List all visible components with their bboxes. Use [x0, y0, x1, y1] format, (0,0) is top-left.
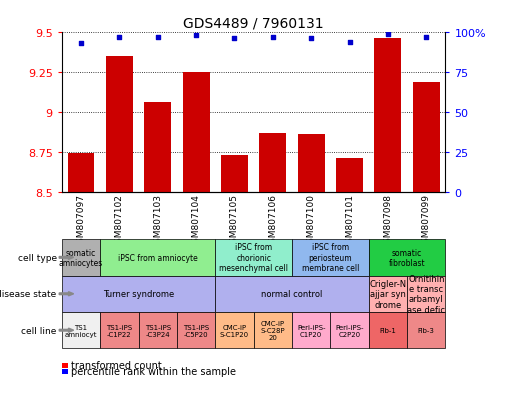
Bar — [144, 103, 171, 192]
Point — [307, 36, 315, 43]
Text: percentile rank within the sample: percentile rank within the sample — [71, 366, 235, 376]
Bar — [413, 82, 440, 192]
Text: cell line: cell line — [21, 326, 57, 335]
Text: Peri-iPS-
C2P20: Peri-iPS- C2P20 — [335, 324, 364, 337]
Point — [153, 35, 162, 41]
Point — [115, 35, 124, 41]
Text: Peri-iPS-
C1P20: Peri-iPS- C1P20 — [297, 324, 325, 337]
Bar — [67, 154, 94, 192]
Text: Crigler-N
ajjar syn
drome: Crigler-N ajjar syn drome — [369, 279, 406, 309]
Point — [346, 39, 354, 46]
Point — [422, 35, 431, 41]
Text: normal control: normal control — [261, 290, 323, 299]
Point — [77, 41, 85, 47]
Text: Fib-3: Fib-3 — [418, 328, 435, 333]
Bar — [221, 155, 248, 192]
Point — [192, 33, 200, 40]
Text: Turner syndrome: Turner syndrome — [103, 290, 174, 299]
Title: GDS4489 / 7960131: GDS4489 / 7960131 — [183, 17, 324, 31]
Text: CMC-iP
S-C1P20: CMC-iP S-C1P20 — [220, 324, 249, 337]
Text: cell type: cell type — [18, 253, 57, 262]
Text: TS1
amniocyt: TS1 amniocyt — [65, 324, 97, 337]
Text: TS1-iPS
-C3P24: TS1-iPS -C3P24 — [145, 324, 171, 337]
Point — [384, 31, 392, 38]
Text: iPSC from amniocyte: iPSC from amniocyte — [118, 253, 198, 262]
Bar — [298, 135, 324, 192]
Bar — [183, 73, 210, 192]
Text: Fib-1: Fib-1 — [380, 328, 397, 333]
Text: iPSC from
periosteum
membrane cell: iPSC from periosteum membrane cell — [302, 243, 359, 273]
Text: disease state: disease state — [0, 290, 57, 299]
Bar — [336, 159, 363, 192]
Text: TS1-iPS
-C5P20: TS1-iPS -C5P20 — [183, 324, 209, 337]
Text: Ornitihin
e transc
arbamyl
ase defic: Ornitihin e transc arbamyl ase defic — [407, 274, 445, 314]
Text: somatic
fibroblast: somatic fibroblast — [389, 248, 425, 267]
Point — [269, 35, 277, 41]
Text: transformed count: transformed count — [71, 361, 161, 370]
Text: CMC-iP
S-C28P
20: CMC-iP S-C28P 20 — [261, 320, 285, 340]
Text: TS1-iPS
-C1P22: TS1-iPS -C1P22 — [106, 324, 132, 337]
Bar — [106, 57, 133, 192]
Text: somatic
amniocytes: somatic amniocytes — [59, 248, 103, 267]
Bar — [374, 39, 401, 192]
Point — [230, 36, 238, 43]
Text: iPSC from
chorionic
mesenchymal cell: iPSC from chorionic mesenchymal cell — [219, 243, 288, 273]
Bar — [260, 133, 286, 192]
